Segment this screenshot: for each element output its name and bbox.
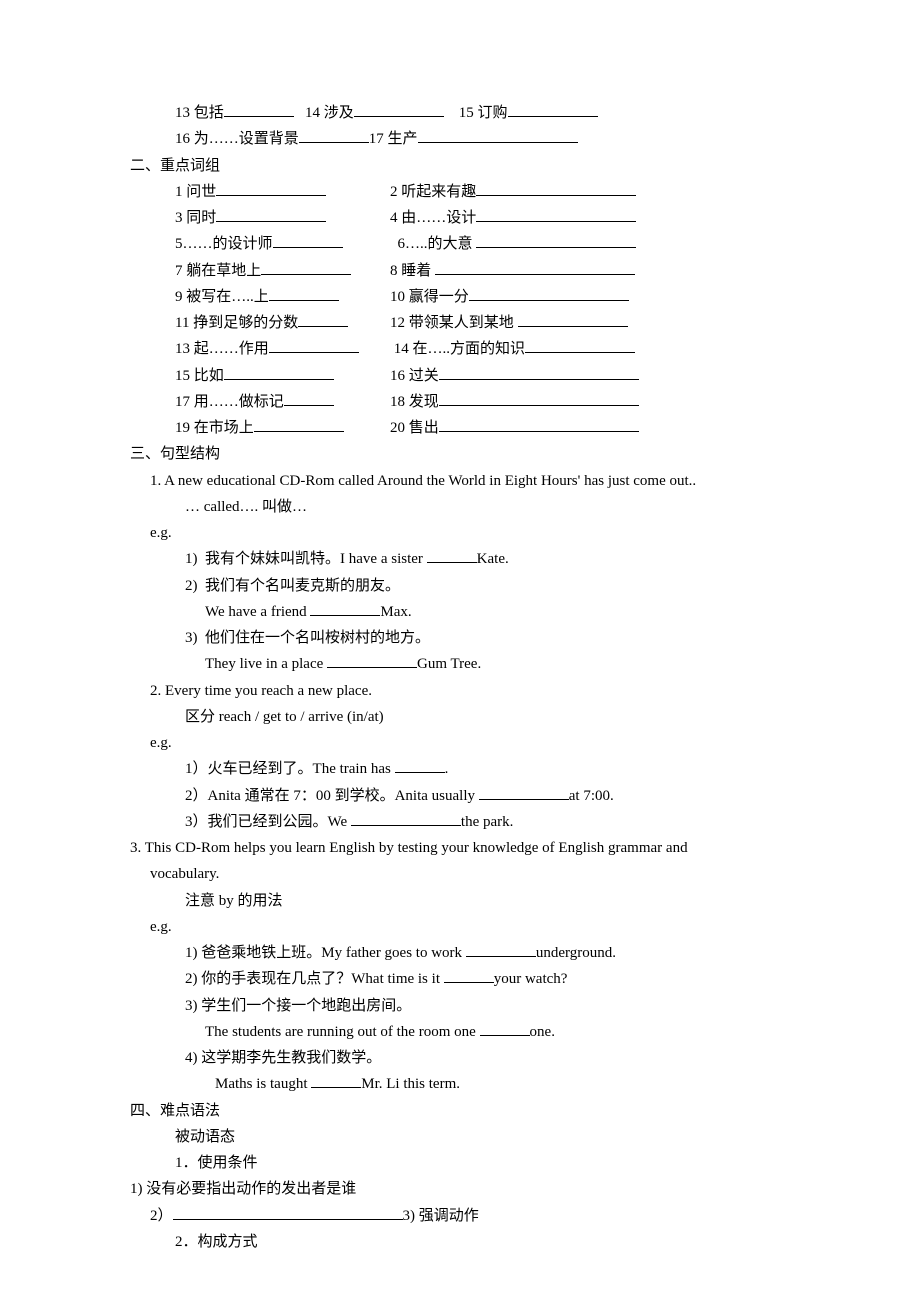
- section-heading: 二、重点词组: [130, 153, 790, 179]
- phrase-row: 17 用……做标记 18 发现: [130, 389, 790, 415]
- phrase-row: 11 挣到足够的分数 12 带领某人到某地: [130, 310, 790, 336]
- grammar-sub: 1．使用条件: [130, 1150, 790, 1176]
- vocab-item: 14 涉及: [305, 105, 354, 121]
- example-en: Maths is taught Mr. Li this term.: [130, 1071, 790, 1097]
- grammar-point: 3. This CD-Rom helps you learn English b…: [130, 835, 790, 861]
- example-en: The students are running out of the room…: [130, 1019, 790, 1045]
- example-item: 3）我们已经到公园。We the park.: [130, 809, 790, 835]
- document-page: 13 包括 14 涉及 15 订购 16 为……设置背景 17 生产 二、重点词组…: [0, 0, 920, 1315]
- example-item: 2) 我们有个名叫麦克斯的朋友。: [130, 573, 790, 599]
- phrase-row: 7 躺在草地上 8 睡着: [130, 258, 790, 284]
- phrase-row: 3 同时 4 由……设计: [130, 205, 790, 231]
- example-item: 1) 我有个妹妹叫凯特。I have a sister Kate.: [130, 546, 790, 572]
- grammar-point: 2. Every time you reach a new place.: [130, 678, 790, 704]
- example-item: 3) 学生们一个接一个地跑出房间。: [130, 993, 790, 1019]
- grammar-topic: 被动语态: [130, 1124, 790, 1150]
- grammar-point: vocabulary.: [130, 861, 790, 887]
- vocab-row: 13 包括 14 涉及 15 订购: [130, 100, 790, 126]
- grammar-note: 注意 by 的用法: [130, 888, 790, 914]
- example-label: e.g.: [130, 914, 790, 940]
- grammar-note: 区分 reach / get to / arrive (in/at): [130, 704, 790, 730]
- phrase-row: 19 在市场上 20 售出: [130, 415, 790, 441]
- example-en: We have a friend Max.: [130, 599, 790, 625]
- grammar-sub-item: 1) 没有必要指出动作的发出者是谁: [130, 1176, 790, 1202]
- example-label: e.g.: [130, 520, 790, 546]
- example-item: 3) 他们住在一个名叫桉树村的地方。: [130, 625, 790, 651]
- grammar-sub: 2．构成方式: [130, 1229, 790, 1255]
- example-item: 1）火车已经到了。The train has .: [130, 756, 790, 782]
- phrase-row: 13 起……作用 14 在…..方面的知识: [130, 336, 790, 362]
- vocab-item: 15 订购: [459, 105, 508, 121]
- vocab-row: 16 为……设置背景 17 生产: [130, 126, 790, 152]
- grammar-sub-item: 2）3) 强调动作: [130, 1203, 790, 1229]
- phrase-row: 5……的设计师 6…..的大意: [130, 231, 790, 257]
- example-item: 1) 爸爸乘地铁上班。My father goes to work underg…: [130, 940, 790, 966]
- example-item: 4) 这学期李先生教我们数学。: [130, 1045, 790, 1071]
- example-label: e.g.: [130, 730, 790, 756]
- section-heading: 四、难点语法: [130, 1098, 790, 1124]
- grammar-note: … called…. 叫做…: [130, 494, 790, 520]
- grammar-point: 1. A new educational CD-Rom called Aroun…: [130, 468, 790, 494]
- phrase-row: 15 比如 16 过关: [130, 363, 790, 389]
- example-item: 2）Anita 通常在 7：00 到学校。Anita usually at 7:…: [130, 783, 790, 809]
- phrase-row: 9 被写在…..上 10 赢得一分: [130, 284, 790, 310]
- example-item: 2) 你的手表现在几点了？What time is it your watch?: [130, 966, 790, 992]
- vocab-item: 13 包括: [175, 105, 224, 121]
- phrase-row: 1 问世 2 听起来有趣: [130, 179, 790, 205]
- vocab-item: 17 生产: [369, 131, 418, 147]
- example-en: They live in a place Gum Tree.: [130, 651, 790, 677]
- section-heading: 三、句型结构: [130, 441, 790, 467]
- vocab-item: 16 为……设置背景: [175, 131, 299, 147]
